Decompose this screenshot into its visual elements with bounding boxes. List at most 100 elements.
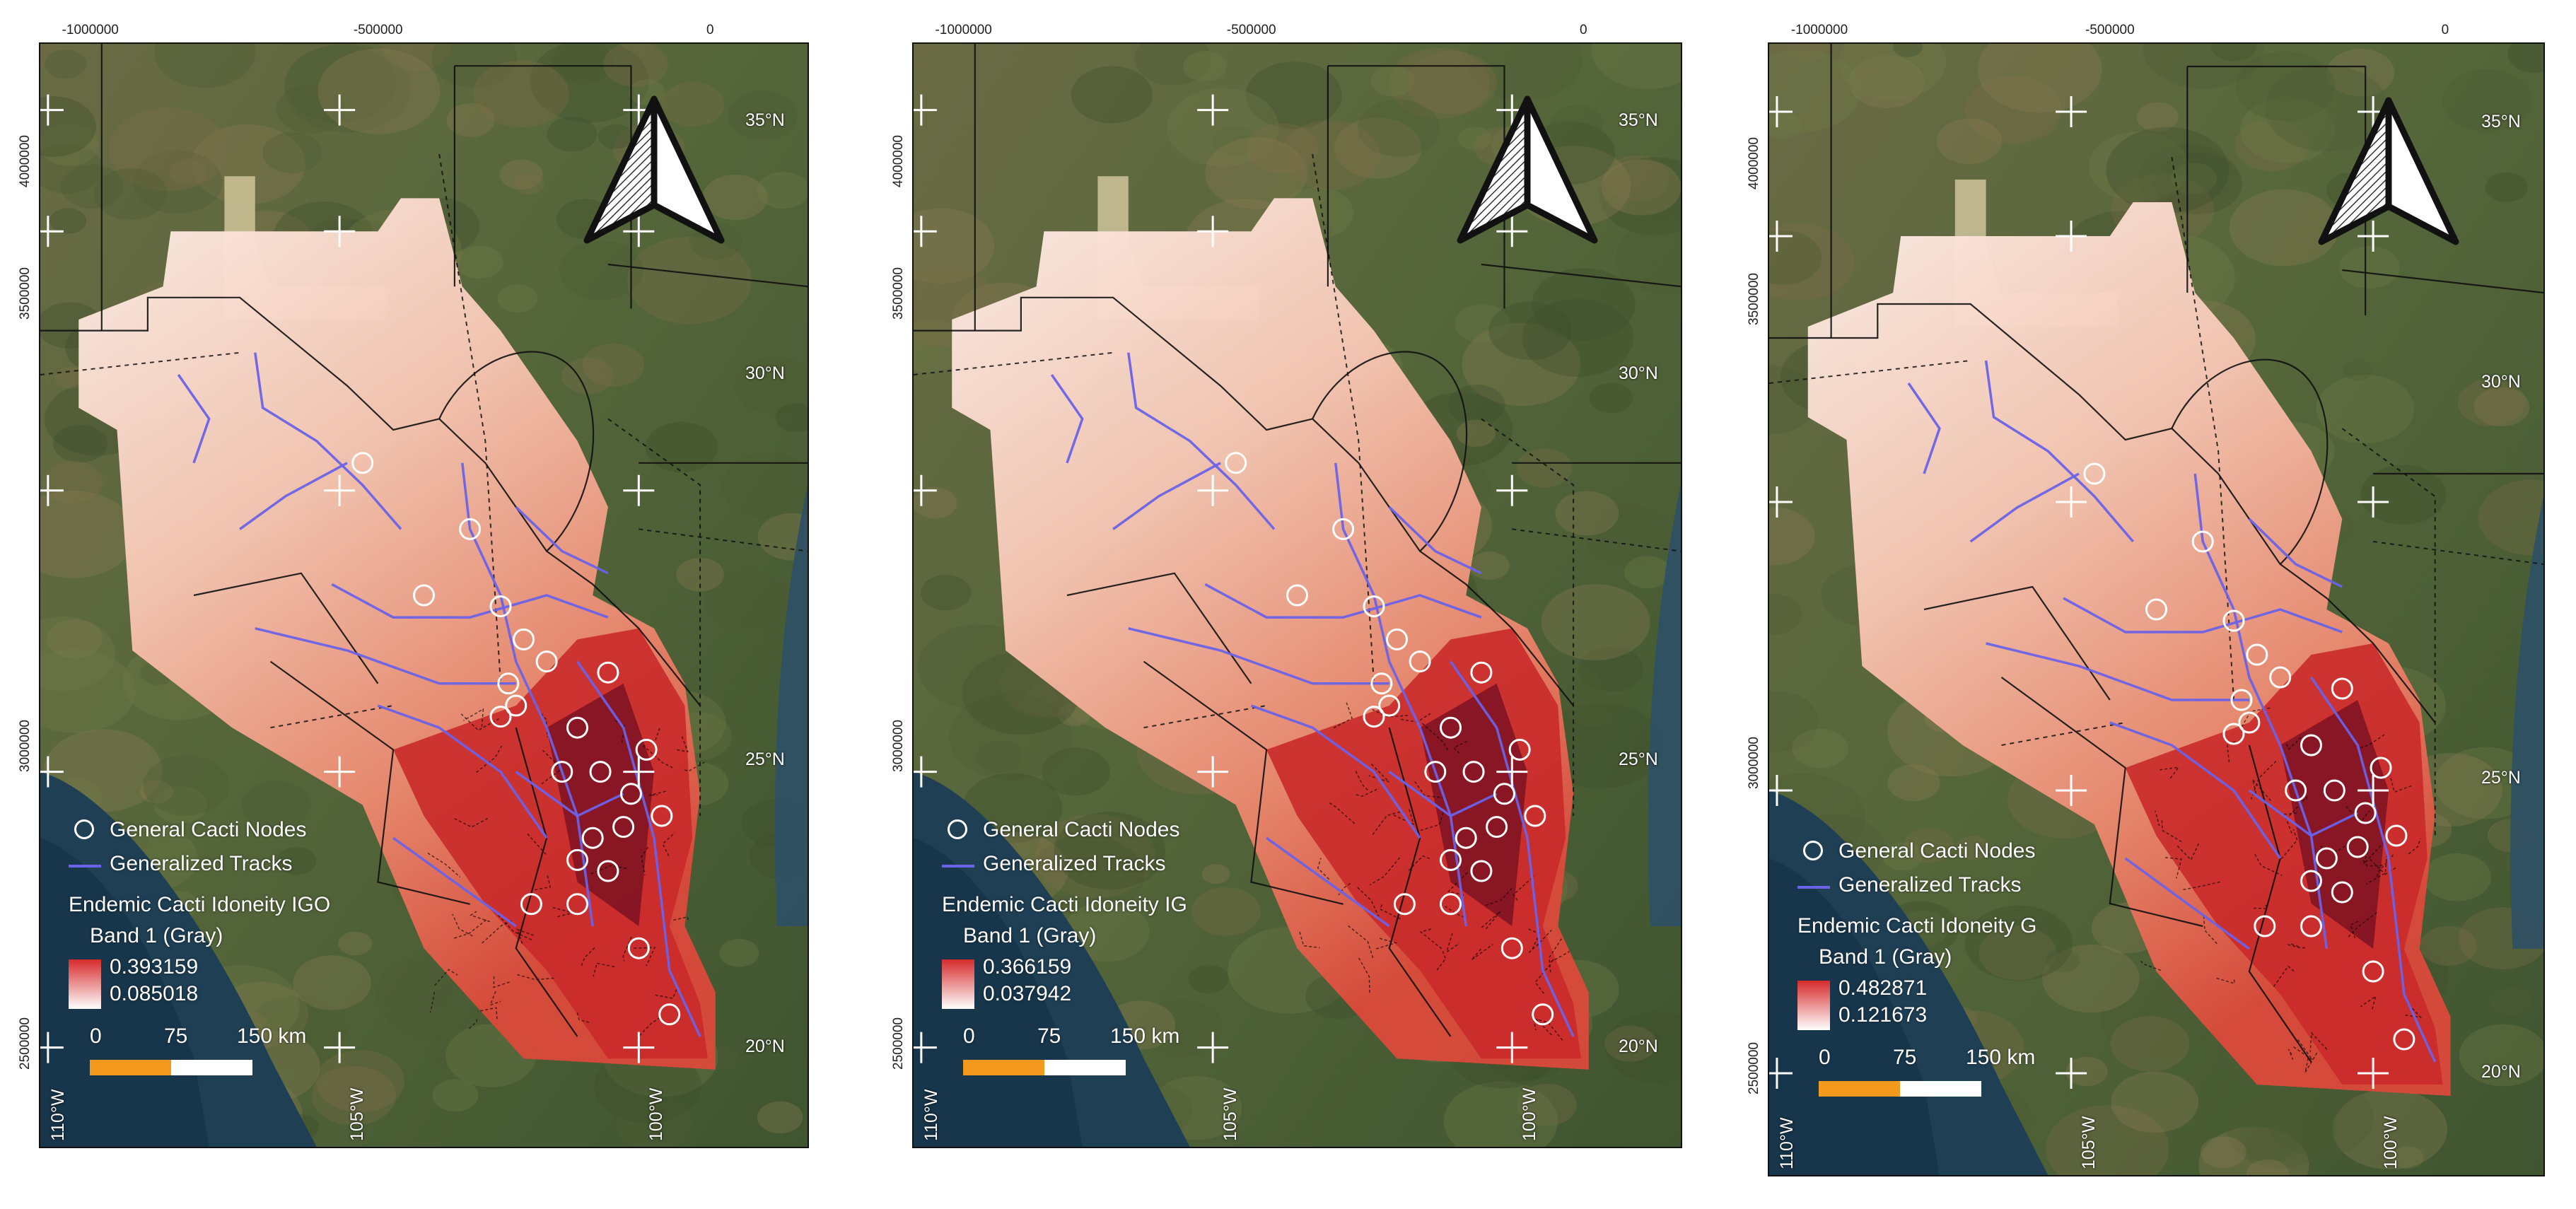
scale-end-label: 150 km bbox=[1966, 1046, 2036, 1069]
cacti-node bbox=[351, 452, 374, 474]
legend-nodes-label: General Cacti Nodes bbox=[110, 818, 307, 841]
scale-bar bbox=[963, 1060, 1126, 1075]
cacti-node bbox=[589, 761, 612, 783]
cacti-node bbox=[1470, 661, 1493, 684]
cacti-node bbox=[1363, 595, 1385, 618]
legend-title: Endemic Cacti Idoneity IGO bbox=[69, 893, 331, 916]
graticule-cross-icon bbox=[1496, 756, 1528, 788]
cacti-node bbox=[551, 761, 573, 783]
cacti-node bbox=[1462, 761, 1485, 783]
scale-mid-label: 75 bbox=[1893, 1046, 1917, 1069]
cacti-node bbox=[581, 827, 604, 849]
cacti-node bbox=[2370, 757, 2392, 779]
left-coord-label: 3500000 bbox=[891, 267, 906, 320]
cacti-node bbox=[2145, 598, 2167, 621]
left-coord-label: 4000000 bbox=[1747, 137, 1761, 189]
cacti-node bbox=[489, 595, 512, 618]
left-coord-label: 3000000 bbox=[18, 719, 33, 772]
color-ramp bbox=[1797, 981, 1830, 1030]
graticule-cross-icon bbox=[2358, 486, 2389, 518]
cacti-node bbox=[619, 783, 642, 805]
node-circle-icon bbox=[1803, 841, 1823, 860]
cacti-node bbox=[658, 1003, 681, 1026]
top-coord-label: -500000 bbox=[2085, 23, 2135, 37]
longitude-label: 105°W bbox=[347, 1087, 367, 1141]
graticule-cross-icon bbox=[2358, 221, 2389, 252]
graticule-cross-icon bbox=[623, 474, 655, 506]
left-coord-label: 4000000 bbox=[891, 134, 906, 187]
cacti-node bbox=[2083, 462, 2106, 485]
graticule-cross-icon bbox=[914, 94, 937, 126]
legend-tracks-label: Generalized Tracks bbox=[1838, 873, 2022, 896]
scale-mid-label: 75 bbox=[1037, 1024, 1061, 1048]
legend-nodes-label: General Cacti Nodes bbox=[1838, 839, 2036, 863]
longitude-label: 100°W bbox=[2381, 1116, 2401, 1169]
graticule-cross-icon bbox=[1197, 1032, 1229, 1063]
cacti-node bbox=[1286, 584, 1308, 607]
latitude-label: 35°N bbox=[2481, 112, 2521, 132]
legend-band: Band 1 (Gray) bbox=[90, 924, 223, 947]
longitude-label: 105°W bbox=[1220, 1087, 1240, 1141]
cacti-node bbox=[505, 694, 528, 717]
graticule-cross-icon bbox=[324, 756, 356, 788]
graticule-cross-icon bbox=[1769, 1058, 1793, 1089]
graticule-cross-icon bbox=[324, 216, 356, 247]
left-coord-label: 2500000 bbox=[18, 1017, 33, 1070]
cacti-node bbox=[1370, 672, 1393, 695]
top-coord-label: -1000000 bbox=[62, 23, 119, 37]
cacti-node bbox=[1332, 518, 1355, 540]
legend-band: Band 1 (Gray) bbox=[963, 924, 1097, 947]
cacti-node bbox=[520, 893, 542, 916]
latitude-label: 20°N bbox=[2481, 1062, 2521, 1082]
graticule-cross-icon bbox=[40, 474, 64, 506]
legend-title: Endemic Cacti Idoneity IG bbox=[942, 893, 1187, 916]
top-coord-label: 0 bbox=[706, 23, 714, 37]
cacti-node bbox=[597, 661, 619, 684]
map-panel-g: -1000000 -500000 0 4000000 3500000 30000… bbox=[1736, 0, 2546, 1176]
cacti-node bbox=[1455, 827, 1477, 849]
top-coord-label: -500000 bbox=[353, 23, 403, 37]
track-line-icon bbox=[942, 865, 974, 868]
cacti-node bbox=[1524, 805, 1546, 827]
left-coord-label: 3000000 bbox=[1747, 737, 1761, 789]
cacti-node bbox=[2385, 824, 2408, 847]
graticule-cross-icon bbox=[40, 756, 64, 788]
cacti-node bbox=[513, 628, 535, 650]
latitude-label: 30°N bbox=[745, 363, 785, 384]
graticule-cross-icon bbox=[2056, 1058, 2087, 1089]
graticule-cross-icon bbox=[2056, 486, 2087, 518]
graticule-cross-icon bbox=[40, 94, 64, 126]
cacti-node bbox=[1225, 452, 1247, 474]
graticule-cross-icon bbox=[1769, 486, 1793, 518]
left-coord-label: 2500000 bbox=[891, 1017, 906, 1070]
cacti-node bbox=[612, 816, 635, 839]
legend-min-value: 0.037942 bbox=[983, 982, 1072, 1005]
latitude-label: 25°N bbox=[745, 749, 785, 770]
cacti-node bbox=[1409, 650, 1431, 673]
graticule-cross-icon bbox=[914, 216, 937, 247]
cacti-node bbox=[1440, 716, 1462, 739]
node-circle-icon bbox=[948, 819, 967, 839]
cacti-node bbox=[1393, 893, 1416, 916]
color-ramp bbox=[942, 959, 974, 1009]
cacti-node bbox=[2238, 711, 2261, 734]
scale-bar bbox=[90, 1060, 252, 1075]
longitude-label: 110°W bbox=[921, 1089, 941, 1141]
scale-bar bbox=[1819, 1081, 1981, 1097]
left-coord-label: 3500000 bbox=[1747, 273, 1761, 325]
latitude-label: 25°N bbox=[2481, 768, 2521, 788]
top-coord-label: 0 bbox=[2441, 23, 2449, 37]
map-panel-ig: -1000000 -500000 0 4000000 3500000 30000… bbox=[880, 0, 1683, 1148]
latitude-label: 35°N bbox=[745, 110, 785, 130]
cacti-node bbox=[651, 805, 673, 827]
map-frame: 35°N 30°N 25°N 20°N 110°W 105°W 100°W Ge… bbox=[1768, 42, 2545, 1176]
cacti-node bbox=[2354, 802, 2377, 824]
graticule-cross-icon bbox=[1496, 216, 1528, 247]
cacti-node bbox=[2323, 779, 2345, 802]
longitude-label: 100°W bbox=[1520, 1087, 1540, 1141]
graticule-cross-icon bbox=[40, 216, 64, 247]
north-arrow-icon bbox=[583, 95, 725, 244]
graticule-cross-icon bbox=[2056, 221, 2087, 252]
top-coord-label: -1000000 bbox=[1790, 23, 1848, 37]
scale-end-label: 150 km bbox=[237, 1024, 307, 1048]
